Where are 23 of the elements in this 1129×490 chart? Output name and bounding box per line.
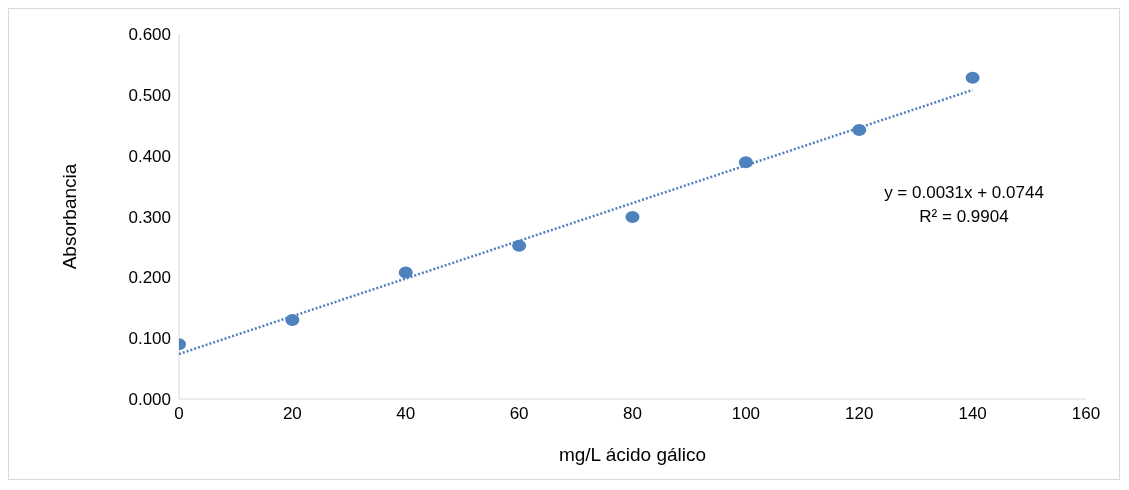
x-tick-label: 0 <box>174 404 184 424</box>
point <box>625 211 640 224</box>
y-tick-label: 0.500 <box>128 85 171 105</box>
x-tick-label: 20 <box>282 404 302 424</box>
x-tick-label: 160 <box>1071 404 1101 424</box>
y-tick-label: 0.200 <box>128 268 171 288</box>
annotation: y = 0.0031x + 0.0744 <box>883 182 1045 204</box>
y-tick-label: 0.300 <box>128 207 171 227</box>
x-tick-label: 40 <box>396 404 416 424</box>
x-axis-title: mg/L ácido gálico <box>558 444 707 465</box>
x-tick-label: 80 <box>623 404 642 424</box>
y-tick-label: 0.000 <box>128 390 171 410</box>
y-tick-label: 0.400 <box>128 146 171 166</box>
x-tick-label: 140 <box>958 404 987 424</box>
annotation: R² = 0.9904 <box>918 206 1010 228</box>
x-tick-label: 100 <box>731 404 761 424</box>
y-tick-label: 0.100 <box>128 329 171 349</box>
point <box>965 71 980 84</box>
point <box>398 266 413 279</box>
x-tick-label: 120 <box>845 404 874 424</box>
y-axis-title: Absorbancia <box>58 163 80 270</box>
x-tick-label: 60 <box>509 404 529 424</box>
y-tick-label: 0.600 <box>128 25 171 45</box>
